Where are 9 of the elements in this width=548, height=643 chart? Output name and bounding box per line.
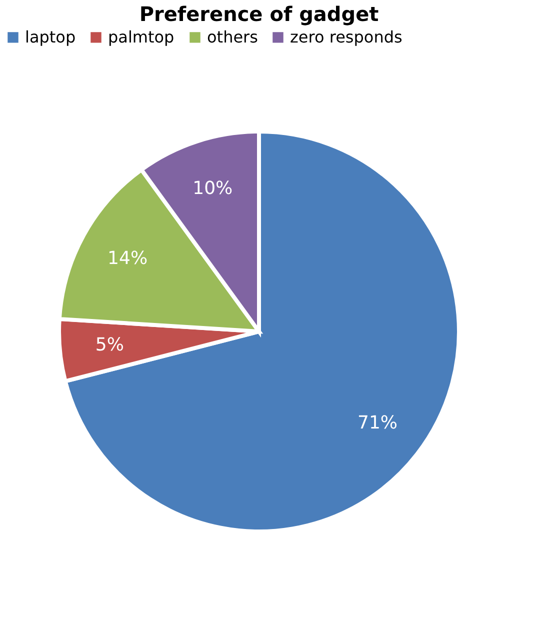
legend-label: zero responds bbox=[290, 27, 402, 46]
chart-title: Preference of gadget bbox=[139, 2, 380, 26]
legend-label: others bbox=[207, 27, 258, 46]
data-label: 14% bbox=[108, 248, 148, 270]
data-label: 10% bbox=[192, 178, 233, 199]
data-label: 5% bbox=[95, 334, 124, 356]
legend-label: palmtop bbox=[108, 27, 174, 46]
data-label: 71% bbox=[358, 412, 398, 434]
legend-label: laptop bbox=[25, 27, 76, 46]
